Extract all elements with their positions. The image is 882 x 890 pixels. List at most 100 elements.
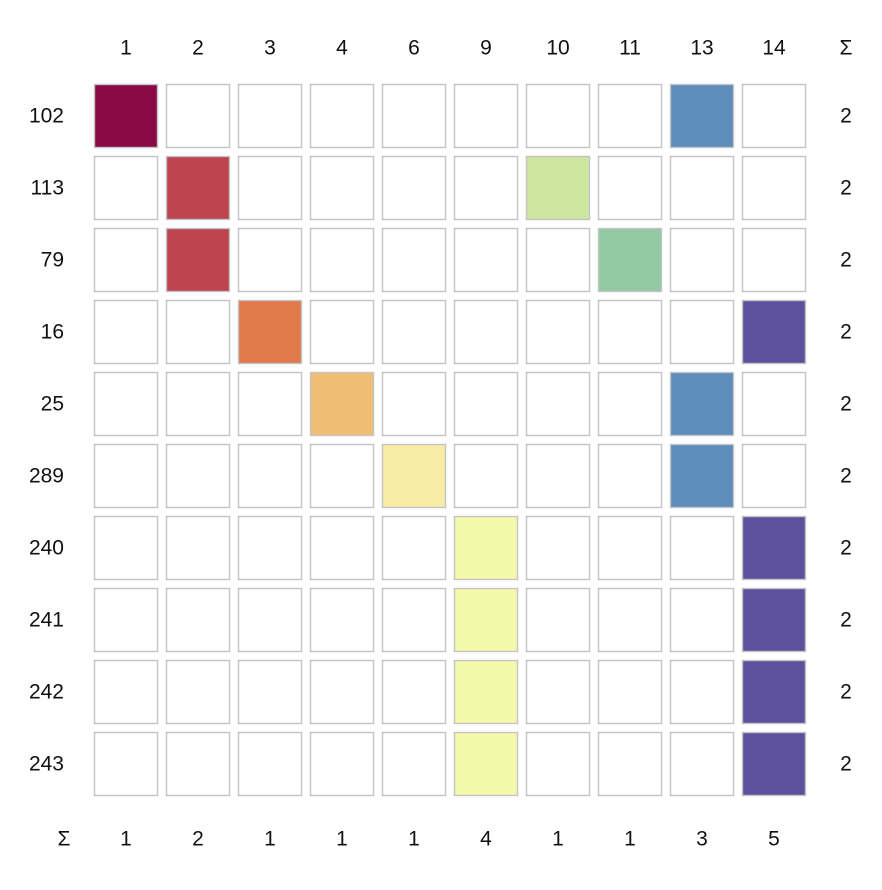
heatmap-cell-r79-c10 <box>525 227 591 293</box>
column-label-3: 3 <box>264 37 276 60</box>
column-label-6: 6 <box>408 37 420 60</box>
row-label-79: 79 <box>41 249 64 272</box>
column-sum-11: 1 <box>624 828 636 851</box>
heatmap-cell-r241-c1 <box>93 587 159 653</box>
heatmap-cell-r289-c2 <box>165 443 231 509</box>
row-label-289: 289 <box>29 465 64 488</box>
heatmap-cell-r241-c6 <box>381 587 447 653</box>
heatmap-cell-r25-c10 <box>525 371 591 437</box>
heatmap-cell-r102-c2 <box>165 83 231 149</box>
heatmap-cell-r25-c1 <box>93 371 159 437</box>
heatmap-cell-r79-c4 <box>309 227 375 293</box>
row-label-240: 240 <box>29 537 64 560</box>
heatmap-cell-r241-c14 <box>741 587 807 653</box>
heatmap-cell-r102-c14 <box>741 83 807 149</box>
heatmap-cell-r25-c3 <box>237 371 303 437</box>
row-sum-footer-symbol: Σ <box>58 828 71 851</box>
heatmap-cell-r242-c13 <box>669 659 735 725</box>
heatmap-cell-r241-c13 <box>669 587 735 653</box>
heatmap-cell-r25-c4 <box>309 371 375 437</box>
heatmap-cell-r16-c3 <box>237 299 303 365</box>
heatmap-cell-r79-c1 <box>93 227 159 293</box>
heatmap-cell-r25-c9 <box>453 371 519 437</box>
heatmap-cell-r113-c6 <box>381 155 447 221</box>
row-sum-102: 2 <box>840 105 852 128</box>
row-label-242: 242 <box>29 681 64 704</box>
heatmap-cell-r240-c2 <box>165 515 231 581</box>
heatmap-cell-r241-c9 <box>453 587 519 653</box>
heatmap-cell-r102-c13 <box>669 83 735 149</box>
column-sum-2: 2 <box>192 828 204 851</box>
heatmap-cell-r242-c2 <box>165 659 231 725</box>
heatmap-cell-r289-c1 <box>93 443 159 509</box>
heatmap-cell-r243-c9 <box>453 731 519 797</box>
heatmap-cell-r113-c9 <box>453 155 519 221</box>
column-sum-4: 1 <box>336 828 348 851</box>
heatmap-cell-r102-c10 <box>525 83 591 149</box>
heatmap-cell-r113-c1 <box>93 155 159 221</box>
heatmap-cell-r242-c1 <box>93 659 159 725</box>
heatmap-cell-r16-c6 <box>381 299 447 365</box>
heatmap-cell-r16-c10 <box>525 299 591 365</box>
row-sum-16: 2 <box>840 321 852 344</box>
heatmap-cell-r243-c10 <box>525 731 591 797</box>
heatmap-cell-r16-c4 <box>309 299 375 365</box>
heatmap-cell-r25-c6 <box>381 371 447 437</box>
row-label-113: 113 <box>31 177 64 200</box>
heatmap-cell-r113-c4 <box>309 155 375 221</box>
heatmap-cell-r113-c13 <box>669 155 735 221</box>
row-sum-242: 2 <box>840 681 852 704</box>
heatmap-cell-r289-c10 <box>525 443 591 509</box>
heatmap-cell-r289-c9 <box>453 443 519 509</box>
heatmap-cell-r240-c9 <box>453 515 519 581</box>
row-label-241: 241 <box>29 609 64 632</box>
heatmap-cell-r289-c4 <box>309 443 375 509</box>
column-sum-13: 3 <box>696 828 708 851</box>
heatmap-cell-r243-c4 <box>309 731 375 797</box>
column-sum-6: 1 <box>408 828 420 851</box>
heatmap-cell-r102-c1 <box>93 83 159 149</box>
heatmap-cell-r243-c13 <box>669 731 735 797</box>
row-label-243: 243 <box>29 753 64 776</box>
column-sum-9: 4 <box>480 828 492 851</box>
heatmap-cell-r240-c4 <box>309 515 375 581</box>
heatmap-cell-r102-c6 <box>381 83 447 149</box>
heatmap-cell-r79-c3 <box>237 227 303 293</box>
heatmap-cell-r102-c9 <box>453 83 519 149</box>
row-sum-79: 2 <box>840 249 852 272</box>
column-label-13: 13 <box>690 37 713 60</box>
heatmap-cell-r16-c14 <box>741 299 807 365</box>
heatmap-cell-r242-c10 <box>525 659 591 725</box>
heatmap-cell-r113-c14 <box>741 155 807 221</box>
column-label-1: 1 <box>120 37 132 60</box>
heatmap-cell-r113-c2 <box>165 155 231 221</box>
column-sum-14: 5 <box>768 828 780 851</box>
heatmap-cell-r241-c2 <box>165 587 231 653</box>
heatmap-cell-r242-c4 <box>309 659 375 725</box>
column-label-14: 14 <box>762 37 786 60</box>
heatmap-cell-r241-c3 <box>237 587 303 653</box>
heatmap-cell-r113-c11 <box>597 155 663 221</box>
heatmap-cell-r289-c3 <box>237 443 303 509</box>
column-label-2: 2 <box>192 37 204 60</box>
heatmap-cell-r242-c11 <box>597 659 663 725</box>
column-sum-1: 1 <box>120 828 132 851</box>
heatmap-cell-r241-c4 <box>309 587 375 653</box>
heatmap-cell-r241-c10 <box>525 587 591 653</box>
heatmap-cell-r79-c6 <box>381 227 447 293</box>
heatmap-cell-r243-c14 <box>741 731 807 797</box>
heatmap-cell-r240-c3 <box>237 515 303 581</box>
heatmap-cell-r102-c3 <box>237 83 303 149</box>
row-sum-289: 2 <box>840 465 852 488</box>
column-label-9: 9 <box>480 37 492 60</box>
heatmap-cell-r79-c13 <box>669 227 735 293</box>
heatmap-cell-r243-c11 <box>597 731 663 797</box>
heatmap-cell-r79-c9 <box>453 227 519 293</box>
heatmap-cell-r25-c11 <box>597 371 663 437</box>
heatmap-cell-r113-c10 <box>525 155 591 221</box>
heatmap-cell-r16-c11 <box>597 299 663 365</box>
heatmap-cell-r240-c13 <box>669 515 735 581</box>
heatmap-cell-r242-c3 <box>237 659 303 725</box>
